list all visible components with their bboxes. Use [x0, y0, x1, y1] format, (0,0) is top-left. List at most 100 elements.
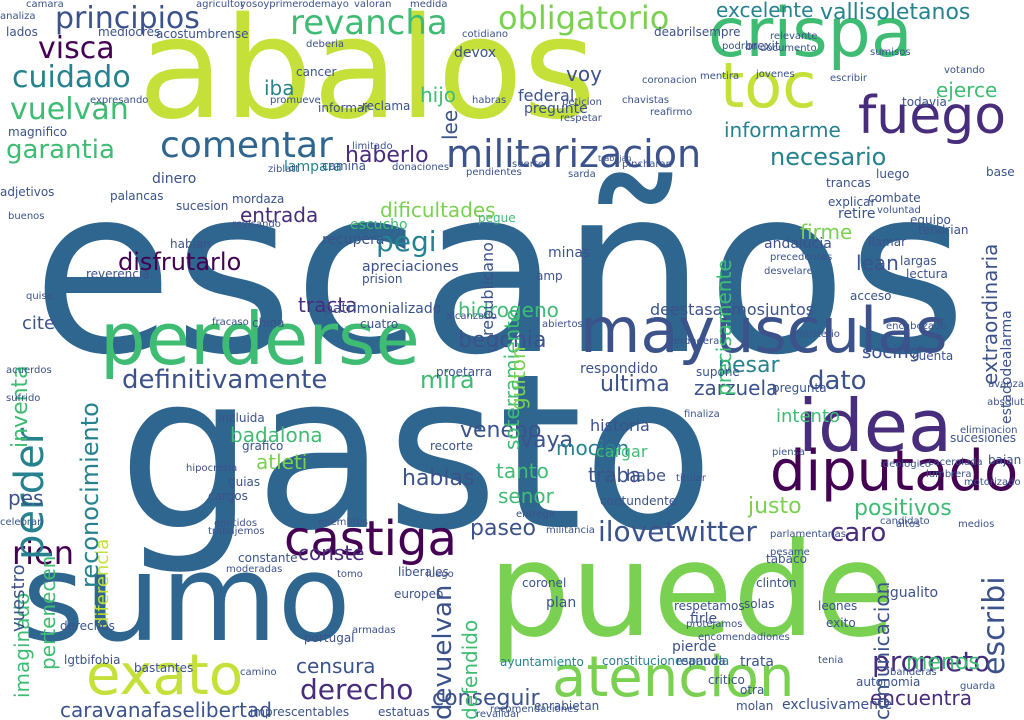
cloud-word: contundente	[600, 494, 677, 508]
cloud-word: pierde	[672, 639, 717, 655]
cloud-word: miembros	[318, 517, 368, 528]
cloud-word: clinton	[756, 576, 797, 590]
cloud-word: medida	[410, 0, 448, 10]
cloud-word: andalucia	[764, 236, 832, 252]
cloud-word: retire	[838, 206, 876, 222]
cloud-word: visca	[38, 31, 115, 66]
cloud-word: voy	[566, 62, 602, 86]
cloud-word: trabajan	[598, 154, 632, 163]
cloud-word: hipocresia	[186, 463, 238, 474]
cloud-word: chavistas	[622, 95, 670, 106]
cloud-word: suerte	[512, 159, 544, 170]
cloud-word: valoran	[354, 0, 392, 10]
cloud-word: pendientes	[466, 167, 522, 178]
cloud-word: pesar	[718, 353, 780, 378]
cloud-word: prision	[362, 272, 403, 286]
cloud-word: conste	[298, 541, 365, 565]
cloud-word: adjetivos	[0, 185, 55, 199]
cloud-word: apreciaciones	[362, 259, 459, 275]
cloud-word: avanza	[988, 379, 1024, 390]
cloud-word: reclama	[362, 99, 411, 113]
cloud-word: ideologico	[880, 459, 932, 470]
cloud-word: zarzuela	[694, 376, 779, 400]
cloud-word: conseguir	[432, 686, 540, 711]
cloud-word: deestasalimosjuntos	[650, 300, 815, 319]
cloud-word: excelente	[716, 0, 814, 22]
cloud-word: puede	[488, 514, 896, 666]
cloud-word: preguntе	[524, 101, 588, 117]
cloud-word: sufrido	[6, 393, 41, 404]
cloud-word: deberia	[306, 39, 345, 50]
cloud-word: desvelare	[764, 266, 813, 277]
cloud-word: guias	[228, 475, 261, 489]
cloud-word: pincharan	[622, 159, 673, 170]
cloud-word: iba	[264, 76, 295, 100]
cloud-word: cargar	[596, 442, 648, 461]
cloud-word: pegue	[478, 211, 516, 225]
cloud-word: motorizado	[964, 477, 1021, 488]
cloud-word: mentira	[700, 71, 740, 82]
cloud-word: peticion	[562, 97, 602, 108]
cloud-word: cuenta	[912, 349, 954, 363]
cloud-word: documento	[760, 43, 817, 54]
cloud-word: sucesion	[176, 199, 229, 213]
cloud-word: cacerolada	[928, 457, 983, 468]
cloud-word: paseo	[470, 516, 536, 541]
cloud-word: censura	[296, 654, 376, 678]
cloud-word: autonomia	[856, 675, 921, 689]
cloud-word: informarme	[724, 118, 841, 142]
cloud-word: candidato	[880, 516, 930, 527]
cloud-word: buenos	[8, 211, 45, 222]
cloud-word: trata	[740, 654, 774, 670]
cloud-word: amp	[536, 269, 563, 283]
cloud-word: garantia	[6, 135, 115, 165]
cloud-word: palancas	[110, 189, 164, 203]
cloud-word: mediocres	[98, 25, 161, 39]
cloud-word: lean	[856, 251, 899, 275]
cloud-word: ejerce	[936, 78, 998, 102]
cloud-word: informar	[318, 101, 370, 115]
cloud-word: cite	[22, 313, 56, 334]
cloud-word: votando	[944, 65, 985, 76]
cloud-word: defendido	[458, 619, 482, 720]
cloud-word: encomendadiones	[698, 632, 790, 643]
cloud-word: dinero	[152, 171, 197, 187]
cloud-word: podran	[722, 41, 758, 52]
cloud-word: largas	[900, 254, 937, 268]
cloud-word: disfrutarlo	[118, 248, 242, 276]
cloud-word: militarizacion	[446, 132, 702, 176]
cloud-word: escaños	[32, 139, 968, 406]
cloud-word: coronacion	[642, 75, 697, 86]
cloud-word: cargos	[208, 489, 248, 503]
cloud-word: intento	[776, 406, 841, 427]
cloud-word: acceso	[850, 289, 892, 303]
cloud-word: begonia	[458, 328, 547, 353]
cloud-word: protejamos	[686, 619, 743, 630]
cloud-word: precedentes	[770, 252, 833, 263]
cloud-word: promueve	[270, 95, 321, 106]
cloud-word: diputado	[770, 439, 1019, 504]
cloud-word: exito	[826, 616, 856, 630]
cloud-word: mocion	[556, 436, 630, 460]
cloud-word: obligatorio	[498, 0, 670, 37]
cloud-word: pesame	[770, 547, 810, 558]
cloud-word: lumbrera	[926, 469, 972, 480]
cloud-word: todavia	[902, 95, 947, 109]
cloud-word: luego	[426, 569, 454, 580]
cloud-word: sumo	[22, 530, 351, 669]
cloud-word: ilovetwitter	[598, 515, 757, 548]
cloud-word: derechos	[60, 619, 115, 633]
cloud-word: reanuda	[676, 654, 726, 668]
cloud-word: ziblatt	[268, 164, 300, 175]
cloud-word: derecho	[300, 673, 414, 706]
cloud-word: traba	[588, 463, 642, 487]
cloud-word: recomendaciones	[490, 704, 579, 715]
cloud-word: moderadas	[226, 564, 283, 575]
cloud-word: llamar	[868, 235, 906, 249]
cloud-word: idea	[798, 384, 953, 468]
cloud-word: tabaco	[766, 552, 807, 566]
cloud-word: respondido	[580, 361, 658, 377]
cloud-word: prometo	[872, 645, 991, 678]
cloud-word: camina	[322, 159, 366, 173]
cloud-word: armadas	[352, 625, 396, 636]
